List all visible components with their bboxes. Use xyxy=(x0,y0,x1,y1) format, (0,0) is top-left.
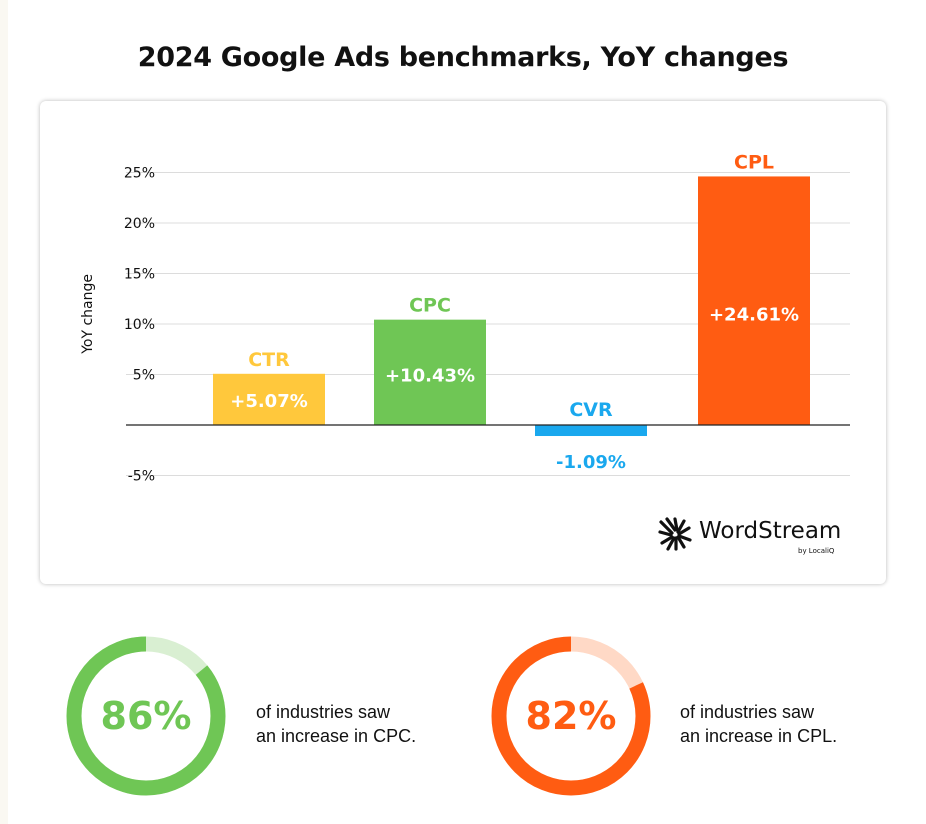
y-tick-label: 10% xyxy=(124,317,155,333)
brand-logo: WordStream by LocaliQ xyxy=(657,516,841,555)
bar-category-label: CPL xyxy=(734,151,774,173)
y-tick-label: -5% xyxy=(128,469,155,485)
bar-cpc xyxy=(374,319,486,425)
stat-description: of industries saw an increase in CPL. xyxy=(680,700,900,748)
stat-description: of industries saw an increase in CPC. xyxy=(256,700,476,748)
page-edge-strip xyxy=(0,0,8,824)
stat-line-2: an increase in CPL. xyxy=(680,726,838,746)
bar-category-label: CTR xyxy=(248,349,290,371)
stat-percent: 86% xyxy=(101,694,192,738)
bar-value-label: +24.61% xyxy=(709,304,799,325)
stat-percent: 82% xyxy=(526,694,617,738)
ring-progress xyxy=(491,636,651,796)
wordstream-logo-icon xyxy=(658,517,692,551)
stat-cpc: 86% of industries saw an increase in CPC… xyxy=(66,636,416,800)
bar-category-label: CPC xyxy=(409,295,451,317)
y-tick-label: 20% xyxy=(124,216,155,232)
stat-cpl: 82% of industries saw an increase in CPL… xyxy=(491,636,837,800)
bar-cpl xyxy=(698,176,810,425)
bar-cvr xyxy=(535,425,647,437)
bar-value-label: +10.43% xyxy=(385,366,475,387)
y-tick-label: 5% xyxy=(133,368,155,384)
y-tick-label: 15% xyxy=(124,267,155,283)
chart-card: -5% 5% 10% 15% 20% 25% YoY change CTR +5.07% CPC +… xyxy=(40,101,886,584)
ring-progress xyxy=(66,636,226,796)
brand-name: WordStream xyxy=(699,518,842,544)
brand-sub: by LocaliQ xyxy=(798,547,835,555)
bar-ctr xyxy=(213,373,325,425)
stat-line-1: of industries saw xyxy=(256,702,391,722)
stat-ring-cpc: 86% xyxy=(66,636,226,796)
bar-value-label: -1.09% xyxy=(556,452,626,473)
bar-value-label: +5.07% xyxy=(230,391,308,412)
stat-line-1: of industries saw xyxy=(680,702,815,722)
page-title: 2024 Google Ads benchmarks, YoY changes xyxy=(137,42,789,73)
stat-line-2: an increase in CPC. xyxy=(256,726,417,746)
stat-ring-cpl: 82% xyxy=(491,636,651,796)
y-tick-label: 25% xyxy=(124,166,155,182)
y-axis-label: YoY change xyxy=(80,274,96,355)
bar-chart: -5% 5% 10% 15% 20% 25% YoY change CTR +5.07% CPC +… xyxy=(80,151,850,485)
bar-category-label: CVR xyxy=(569,399,613,421)
